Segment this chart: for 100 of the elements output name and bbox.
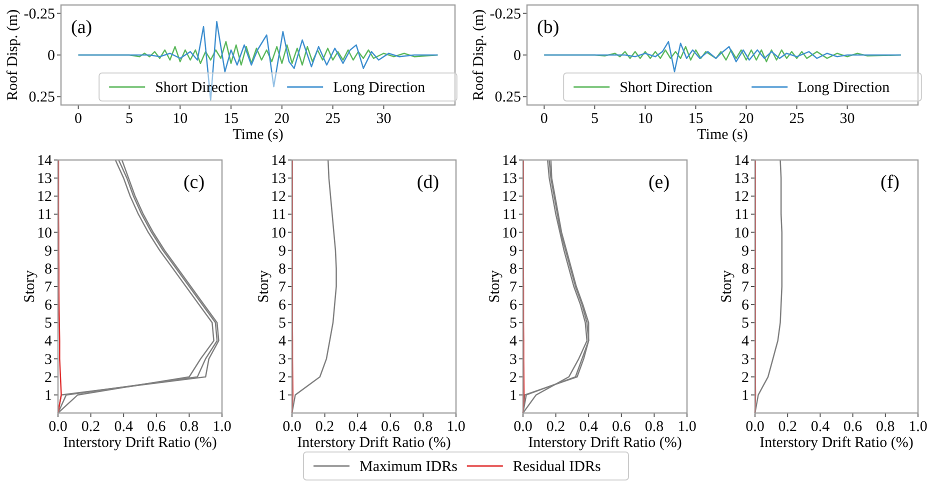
x-tick-label: 0.2 [546, 419, 566, 435]
y-tick-label: 7 [510, 280, 518, 296]
legend-label: Maximum IDRs [360, 459, 458, 475]
x-tick-label: 20 [274, 111, 290, 127]
x-tick-label: 0.8 [180, 419, 199, 435]
x-tick-label: 0.4 [579, 419, 598, 435]
y-axis-title: Roof Disp. (m) [5, 9, 21, 101]
x-tick-label: 1.0 [908, 419, 928, 435]
y-tick-label: 1 [44, 388, 52, 404]
y-tick-label: 5 [742, 316, 749, 332]
y-tick-label: 9 [510, 243, 517, 260]
y-tick-label: 0.25 [28, 90, 55, 106]
x-tick-label: 20 [738, 111, 754, 127]
y-tick-label: 4 [278, 334, 286, 350]
x-tick-label: 0.8 [414, 419, 433, 435]
x-tick-label: 1.0 [446, 419, 466, 435]
y-tick-label: 0 [514, 48, 521, 64]
y-tick-label: 11 [502, 207, 517, 224]
y-tick-label: 1 [278, 388, 286, 404]
x-tick-label: 15 [224, 111, 239, 127]
y-tick-label: 2 [278, 370, 286, 386]
y-tick-label: 5 [510, 316, 517, 332]
x-tick-label: 0.2 [778, 419, 797, 435]
annotation: (f) [880, 172, 900, 193]
annotation: (c) [183, 172, 205, 193]
x-tick-label: 5 [590, 111, 598, 127]
x-tick-label: 0.6 [147, 419, 166, 435]
y-tick-label: 14 [271, 153, 286, 169]
x-tick-label: 0.2 [315, 419, 334, 435]
y-tick-label: 0 [48, 48, 55, 64]
y-tick-label: 8 [510, 261, 517, 278]
y-tick-label: 11 [734, 207, 749, 224]
y-tick-label: 9 [44, 243, 52, 260]
y-tick-label: 14 [502, 153, 518, 169]
annotation: (b) [537, 17, 560, 38]
x-tick-label: 5 [125, 111, 133, 127]
y-tick-label: 6 [278, 298, 286, 314]
y-tick-label: 7 [44, 280, 52, 296]
y-tick-label: 3 [278, 352, 286, 368]
x-tick-label: 15 [688, 111, 704, 127]
y-tick-label: 3 [742, 352, 749, 368]
y-tick-label: 9 [742, 243, 749, 260]
annotation: (e) [648, 172, 670, 193]
y-tick-label: 12 [502, 189, 517, 206]
legend-label: Short Direction [155, 80, 248, 96]
y-tick-label: 14 [734, 153, 750, 169]
y-tick-label: 8 [44, 261, 52, 278]
y-tick-label: -0.25 [24, 6, 55, 22]
y-tick-label: 7 [742, 280, 750, 296]
y-tick-label: 7 [278, 280, 286, 296]
x-tick-label: 0.6 [843, 419, 863, 435]
y-tick-label: 8 [742, 261, 749, 278]
x-tick-label: 0.4 [348, 419, 368, 435]
x-tick-label: 0.0 [746, 419, 764, 435]
x-axis-title: Interstory Drift Ratio (%) [760, 435, 914, 451]
y-tick-label: -0.25 [490, 6, 521, 22]
y-tick-label: 11 [272, 207, 286, 224]
y-tick-label: 12 [734, 189, 749, 206]
x-tick-label: 0.0 [282, 419, 302, 435]
y-tick-label: 13 [271, 171, 286, 188]
y-tick-label: 5 [44, 316, 52, 332]
x-tick-label: 10 [172, 111, 188, 127]
x-tick-label: 25 [789, 111, 804, 127]
y-tick-label: 4 [742, 334, 750, 350]
y-tick-label: 12 [37, 189, 52, 206]
y-tick-label: 8 [278, 261, 286, 278]
y-axis-title: Story [256, 270, 272, 303]
x-tick-label: 30 [840, 111, 855, 127]
x-tick-label: 10 [638, 111, 653, 127]
y-tick-label: 3 [44, 352, 52, 368]
x-tick-label: 25 [325, 111, 340, 127]
x-tick-label: 1.0 [212, 419, 232, 435]
y-tick-label: 2 [510, 370, 517, 386]
x-axis-title: Time (s) [232, 127, 284, 143]
y-tick-label: 14 [37, 153, 52, 169]
x-tick-label: 0 [540, 111, 548, 127]
y-tick-label: 11 [38, 207, 52, 224]
y-tick-label: 12 [271, 189, 286, 206]
y-tick-label: 13 [37, 171, 52, 188]
y-tick-label: 3 [510, 352, 517, 368]
x-axis-title: Interstory Drift Ratio (%) [297, 435, 451, 451]
y-tick-label: 10 [37, 225, 52, 242]
y-axis-title: Story [487, 270, 503, 303]
x-axis-title: Time (s) [697, 127, 748, 143]
y-tick-label: 6 [510, 298, 518, 314]
legend-label: Short Direction [620, 80, 713, 96]
y-axis-title: Roof Disp. (m) [471, 9, 487, 101]
y-tick-label: 13 [502, 171, 517, 188]
x-axis-title: Interstory Drift Ratio (%) [528, 435, 682, 451]
x-axis-title: Interstory Drift Ratio (%) [63, 435, 217, 451]
x-tick-label: 0.8 [876, 419, 895, 435]
x-tick-label: 0.4 [810, 419, 830, 435]
y-tick-label: 2 [742, 370, 749, 386]
x-tick-label: 30 [376, 111, 392, 127]
x-tick-label: 0.8 [644, 419, 664, 435]
y-axis-title: Story [22, 270, 38, 303]
x-tick-label: 0.2 [81, 419, 100, 435]
y-tick-label: 5 [278, 316, 286, 332]
legend-label: Residual IDRs [512, 459, 601, 475]
y-tick-label: 1 [742, 388, 749, 404]
